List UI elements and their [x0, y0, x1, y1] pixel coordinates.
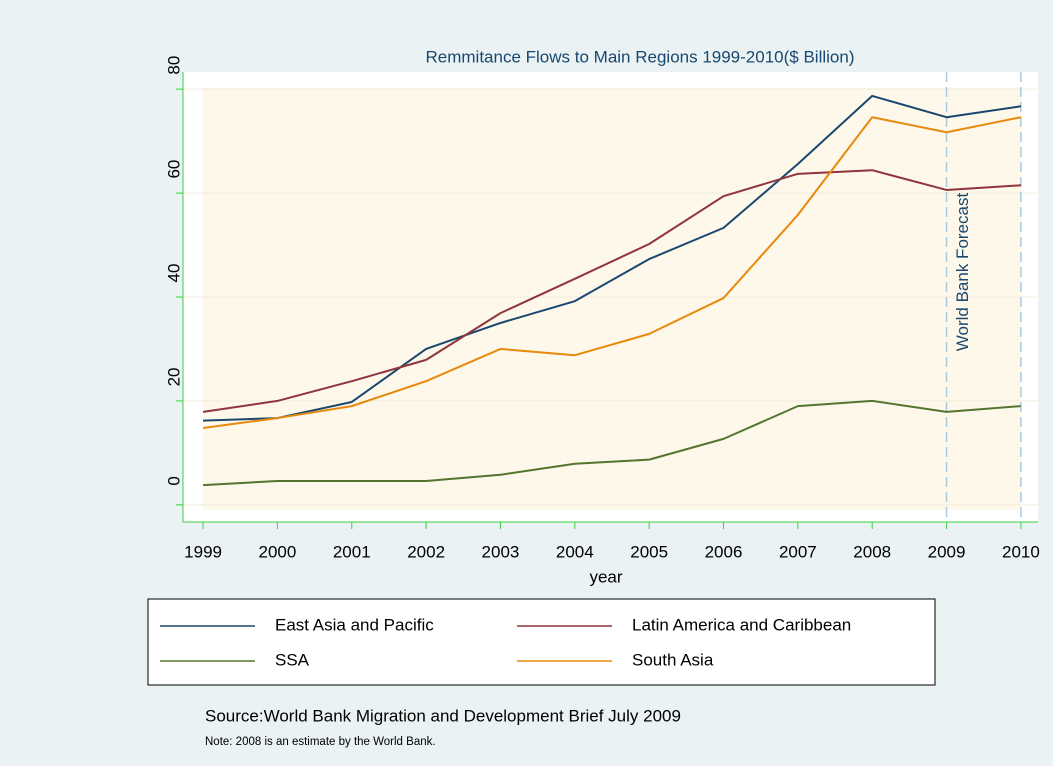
- note: Note: 2008 is an estimate by the World B…: [205, 736, 436, 748]
- annotation: World Bank Forecast: [953, 193, 972, 352]
- x-axis-label: year: [589, 567, 622, 586]
- legend-label: South Asia: [632, 650, 714, 669]
- legend-label: Latin America and Caribbean: [632, 615, 851, 634]
- source: Source:World Bank Migration and Developm…: [205, 706, 681, 725]
- y-tick-label: 60: [164, 160, 183, 179]
- x-tick-label: 1999: [184, 542, 222, 561]
- x-tick-label: 2002: [407, 542, 445, 561]
- series-line: [202, 169, 1021, 413]
- x-tick-label: 2010: [1002, 542, 1040, 561]
- legend-label: East Asia and Pacific: [275, 615, 434, 634]
- x-tick-label: 2001: [333, 542, 371, 561]
- y-tick-label: 80: [164, 56, 183, 75]
- series-line: [203, 399, 1021, 487]
- x-tick-label: 2009: [928, 542, 966, 561]
- y-tick-label: 40: [164, 264, 183, 283]
- x-tick-label: 2003: [482, 542, 520, 561]
- x-tick-label: 2005: [630, 542, 668, 561]
- x-tick-label: 2008: [853, 542, 891, 561]
- x-tick-label: 2004: [556, 542, 594, 561]
- y-tick-label: 0: [164, 476, 183, 485]
- series-line: [203, 94, 1022, 422]
- inner-plot-region: [203, 88, 1021, 510]
- x-tick-label: 2000: [259, 542, 297, 561]
- x-tick-label: 2007: [779, 542, 817, 561]
- series-line: [202, 116, 1022, 429]
- legend-label: SSA: [275, 650, 310, 669]
- legend: [147, 598, 936, 686]
- chart-title: Remmitance Flows to Main Regions 1999-20…: [426, 47, 855, 66]
- x-tick-label: 2006: [705, 542, 743, 561]
- y-tick-label: 20: [164, 367, 183, 386]
